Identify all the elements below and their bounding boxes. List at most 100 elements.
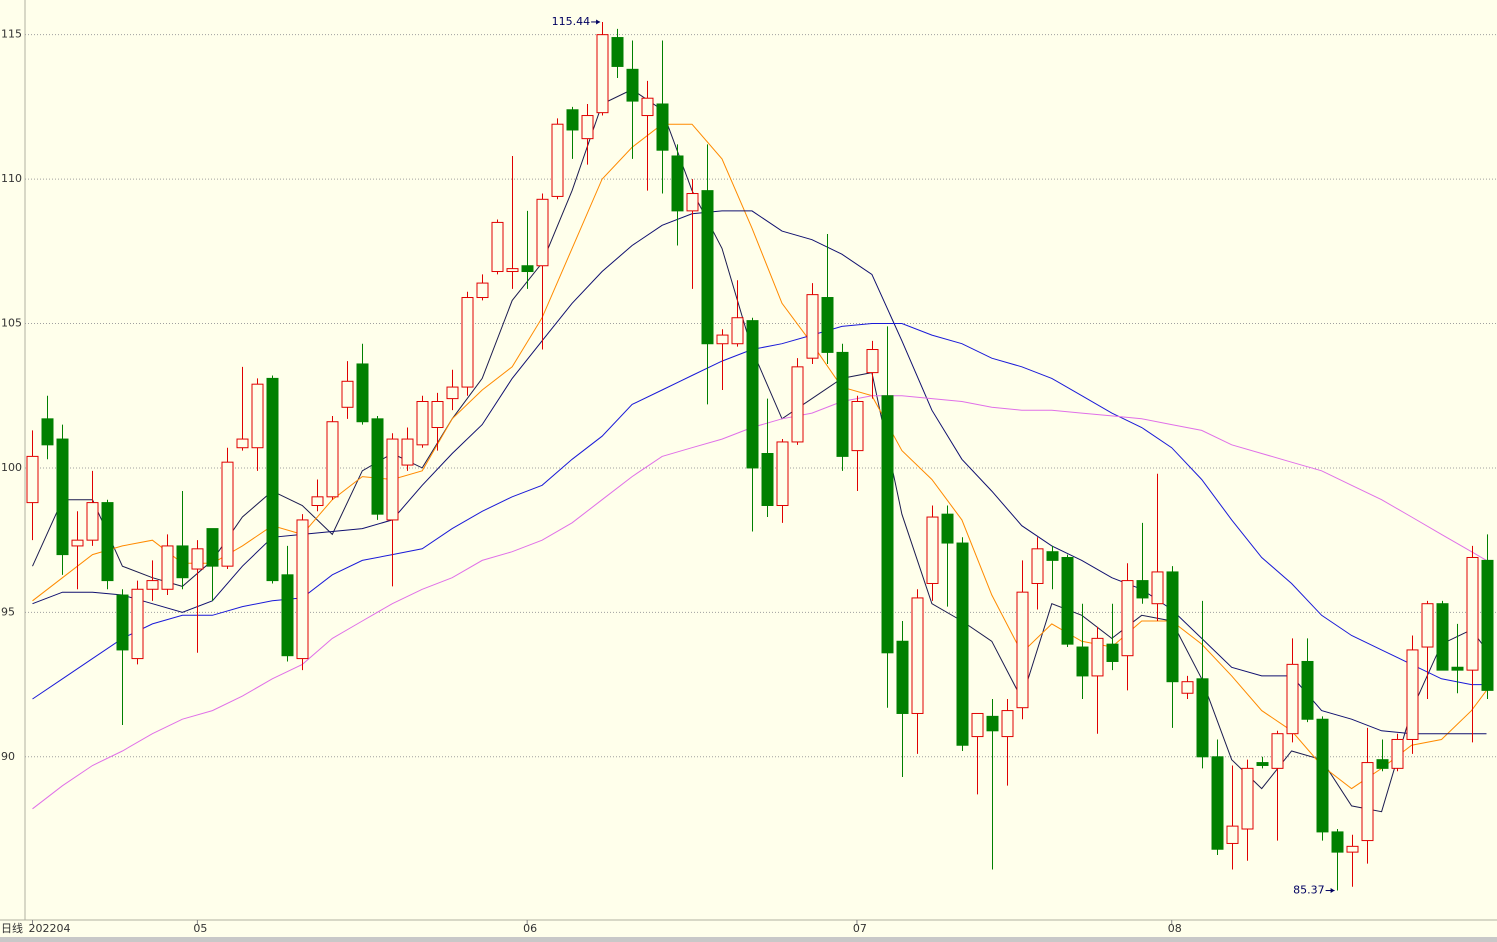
extreme-arrowhead <box>1330 888 1335 894</box>
candle-body <box>206 528 219 567</box>
candle-body <box>821 297 834 353</box>
candle-body <box>1346 845 1359 853</box>
candle-body <box>131 588 144 660</box>
candle-body <box>1166 571 1179 683</box>
candle-body <box>686 193 699 212</box>
candle-body <box>1241 767 1254 830</box>
candle-body <box>311 496 324 506</box>
candle-body <box>1016 591 1029 709</box>
candle-body <box>1151 571 1164 605</box>
candle-body <box>1136 580 1149 599</box>
x-tick-label: 202204 <box>28 922 70 935</box>
y-tick-label: 95 <box>1 605 15 618</box>
x-tick-label: 07 <box>853 922 867 935</box>
candle-body <box>176 545 189 579</box>
candle-body <box>896 640 909 714</box>
candle-body <box>236 438 249 449</box>
candle-body <box>401 438 414 466</box>
candle-body <box>1076 646 1089 677</box>
candle-body <box>806 294 819 359</box>
candle-body <box>1001 710 1014 738</box>
candle-body <box>1376 759 1389 769</box>
candle-body <box>146 580 159 590</box>
candle-body <box>1256 762 1269 766</box>
candle-body <box>626 68 639 102</box>
candle-body <box>716 334 729 345</box>
candle-body <box>1181 681 1194 694</box>
extreme-label: 115.44 <box>552 15 591 28</box>
candle-body <box>371 418 384 515</box>
candle-body <box>476 282 489 299</box>
candle-body <box>56 438 69 556</box>
candle-body <box>581 115 594 140</box>
y-tick-label: 115 <box>1 28 22 41</box>
candle-body <box>656 103 669 151</box>
candle-body <box>671 155 684 212</box>
candle-body <box>1271 733 1284 769</box>
candle-body <box>776 441 789 506</box>
candle-body <box>191 548 204 570</box>
candle-body <box>491 221 504 273</box>
candle-body <box>1436 603 1449 671</box>
candle-body <box>971 712 984 738</box>
candle-body <box>86 502 99 541</box>
candle-body <box>596 34 609 114</box>
candle-body <box>641 97 654 117</box>
candle-body <box>911 597 924 714</box>
candle-body <box>431 401 444 429</box>
candle-body <box>551 123 564 197</box>
x-tick-label: 05 <box>193 922 207 935</box>
candle-body <box>1316 718 1329 833</box>
candle-body <box>941 513 954 544</box>
candle-body <box>101 502 114 582</box>
candle-body <box>746 320 759 469</box>
candle-body <box>1481 559 1494 691</box>
y-tick-label: 105 <box>1 317 22 330</box>
candle-body <box>386 438 399 521</box>
candle-body <box>1361 762 1374 842</box>
candle-body <box>521 265 534 273</box>
candle-body <box>1031 548 1044 584</box>
candle-body <box>611 37 624 67</box>
candle-body <box>71 539 84 547</box>
candle-body <box>701 190 714 345</box>
candle-body <box>266 377 279 582</box>
candle-body <box>791 366 804 443</box>
candle-body <box>1301 660 1314 720</box>
candle-body <box>881 395 894 654</box>
x-tick-label: 08 <box>1168 922 1182 935</box>
candle-body <box>851 401 864 452</box>
candle-body <box>1451 666 1464 671</box>
candle-body <box>986 715 999 732</box>
candle-body <box>341 380 354 408</box>
extreme-arrowhead <box>596 19 601 25</box>
candle-body <box>1286 663 1299 735</box>
candle-body <box>161 545 174 590</box>
candle-body <box>1106 643 1119 662</box>
candle-body <box>1331 831 1344 853</box>
candle-body <box>956 542 969 746</box>
average-line <box>32 323 1487 700</box>
candle-body <box>536 198 549 267</box>
period-label: 日线 <box>1 921 23 935</box>
candle-body <box>866 349 879 374</box>
candle-body <box>926 516 939 584</box>
candle-body <box>731 317 744 345</box>
candle-body <box>26 455 39 504</box>
candle-body <box>1226 825 1239 844</box>
candle-body <box>1391 738 1404 769</box>
candle-body <box>566 109 579 131</box>
candle-body <box>1061 556 1074 645</box>
candle-body <box>41 418 54 446</box>
y-tick-label: 90 <box>1 750 15 763</box>
candle-body <box>1406 649 1419 740</box>
candle-body <box>1211 756 1224 850</box>
candle-body <box>506 268 519 273</box>
candle-body <box>1121 580 1134 657</box>
candle-body <box>416 401 429 446</box>
candle-body <box>461 297 474 388</box>
y-tick-label: 100 <box>1 461 22 474</box>
x-tick-label: 06 <box>523 922 537 935</box>
candle-body <box>1466 556 1479 671</box>
candle-body <box>221 461 234 567</box>
